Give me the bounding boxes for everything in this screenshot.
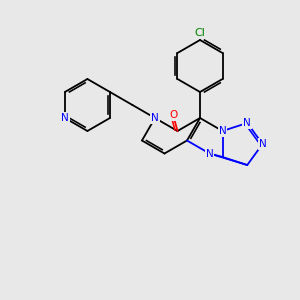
Text: Cl: Cl — [195, 28, 206, 38]
Text: N: N — [219, 126, 226, 136]
Text: N: N — [259, 139, 266, 149]
Text: N: N — [61, 113, 69, 123]
Text: N: N — [151, 113, 159, 123]
Text: N: N — [206, 148, 213, 158]
Text: O: O — [169, 110, 177, 120]
Text: N: N — [243, 118, 251, 128]
Text: Cl: Cl — [195, 28, 206, 38]
